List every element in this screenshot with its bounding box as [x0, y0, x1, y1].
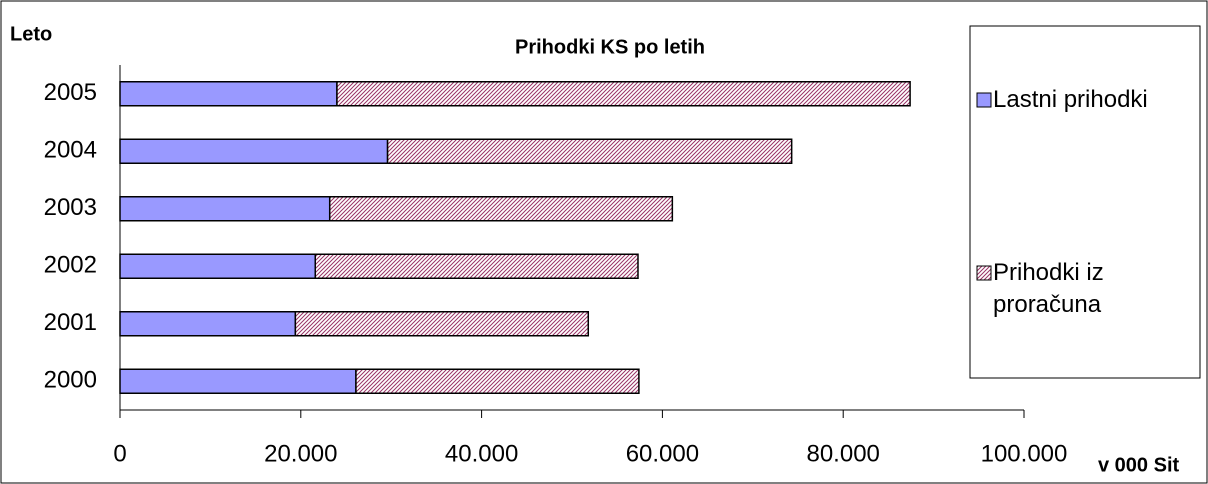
- y-tick-label: 2003: [44, 194, 97, 221]
- legend-label: Lastni prihodki: [993, 86, 1148, 113]
- legend-swatch: [976, 265, 992, 281]
- x-tick-label: 100.000: [981, 440, 1068, 467]
- legend-label: Prihodki iz proračuna: [993, 259, 1104, 318]
- bar-segment: [386, 138, 793, 164]
- bar-segment: [119, 311, 297, 337]
- bar-segment: [336, 81, 911, 107]
- legend-swatch: [976, 92, 992, 108]
- bar-segment: [328, 196, 674, 222]
- bar-segment: [119, 253, 317, 279]
- x-tick-label: 60.000: [626, 440, 699, 467]
- bar-segment: [294, 311, 590, 337]
- bar-segment: [314, 253, 639, 279]
- y-tick-label: 2002: [44, 252, 97, 279]
- y-tick-label: 2005: [44, 79, 97, 106]
- bar-segment: [355, 368, 640, 394]
- bar-segment: [119, 196, 331, 222]
- bar-segment: [119, 81, 338, 107]
- bar-segment: [119, 368, 357, 394]
- x-tick-label: 0: [113, 440, 126, 467]
- y-tick-label: 2001: [44, 309, 97, 336]
- legend-box: [969, 25, 1201, 379]
- chart-title: Prihodki KS po letih: [515, 36, 705, 58]
- y-tick-label: 2004: [44, 137, 97, 164]
- x-tick-label: 20.000: [264, 440, 337, 467]
- y-axis-label: Leto: [10, 23, 52, 45]
- y-tick-label: 2000: [44, 367, 97, 394]
- bar-segment: [119, 138, 389, 164]
- x-axis-label: v 000 Sit: [1098, 454, 1180, 476]
- x-tick-label: 80.000: [806, 440, 879, 467]
- x-tick-label: 40.000: [445, 440, 518, 467]
